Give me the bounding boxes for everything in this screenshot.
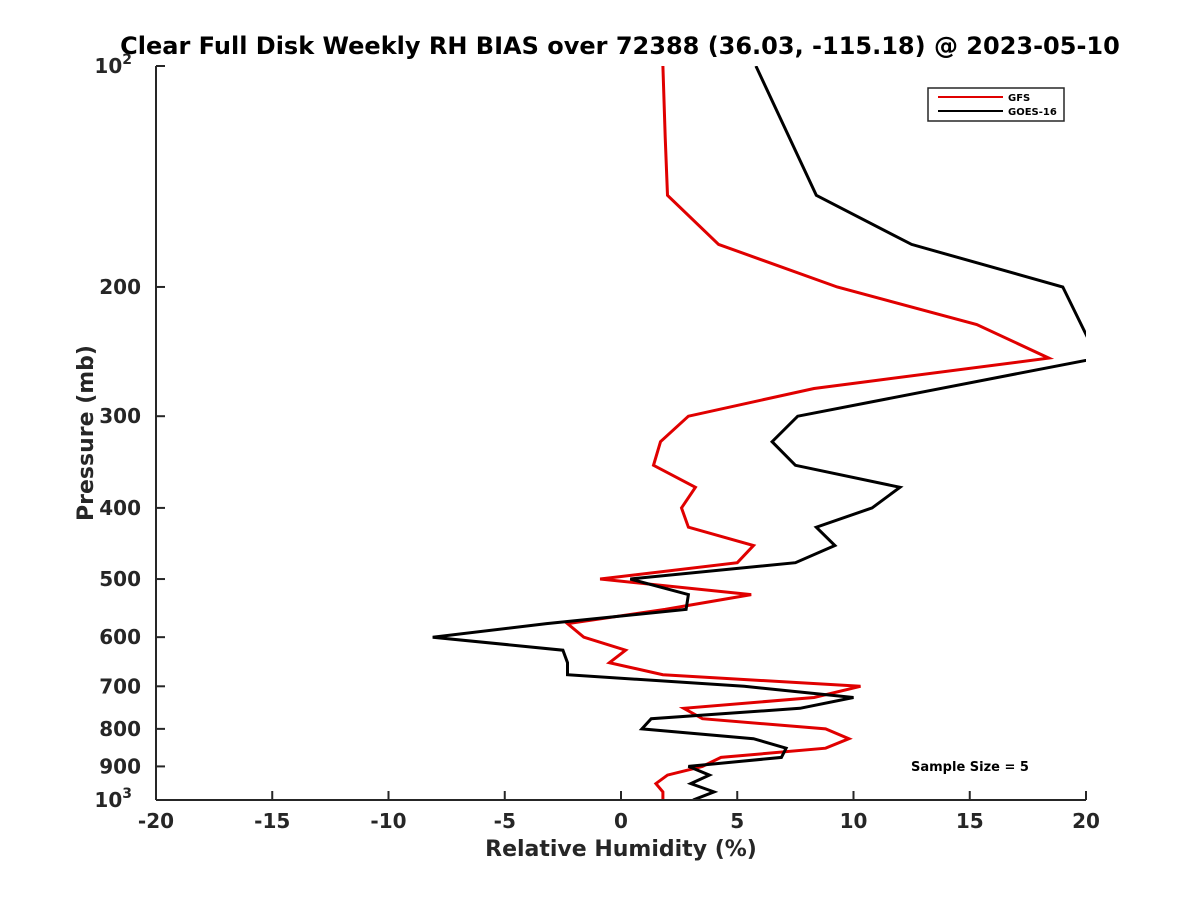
series-line-goes16 bbox=[432, 66, 1086, 800]
y-tick-label: 103 bbox=[94, 786, 132, 812]
x-axis-label: Relative Humidity (%) bbox=[485, 837, 757, 862]
x-tick-label: -10 bbox=[370, 809, 406, 833]
y-tick-label: 200 bbox=[99, 275, 141, 299]
x-axis-ticks: -20 -15 -10 -5 0 5 10 15 20 bbox=[138, 791, 1100, 833]
series-line-gfs bbox=[563, 66, 1055, 800]
x-tick-label: 20 bbox=[1072, 809, 1100, 833]
x-tick-label: 0 bbox=[614, 809, 628, 833]
y-axis-label: Pressure (mb) bbox=[74, 345, 99, 521]
y-tick-label: 600 bbox=[99, 625, 141, 649]
y-tick-label: 400 bbox=[99, 496, 141, 520]
legend-label-gfs: GFS bbox=[1008, 93, 1030, 104]
x-tick-label: -15 bbox=[254, 809, 290, 833]
legend-box bbox=[927, 87, 1065, 122]
y-tick-label: 800 bbox=[99, 717, 141, 741]
y-axis-ticks: 102 200 300 400 500 600 700 800 900 103 bbox=[94, 52, 165, 812]
x-tick-label: -20 bbox=[138, 809, 174, 833]
x-tick-label: -5 bbox=[494, 809, 516, 833]
legend-label-goes16: GOES-16 bbox=[1008, 107, 1057, 118]
y-tick-label: 900 bbox=[99, 754, 141, 778]
y-tick-label: 300 bbox=[99, 404, 141, 428]
chart-title: Clear Full Disk Weekly RH BIAS over 7238… bbox=[120, 32, 1120, 60]
y-tick-label: 500 bbox=[99, 567, 141, 591]
legend: GFS GOES-16 bbox=[927, 87, 1065, 122]
sample-size-annotation: Sample Size = 5 bbox=[911, 760, 1029, 775]
x-tick-label: 5 bbox=[730, 809, 744, 833]
series-lines bbox=[432, 66, 1086, 800]
y-tick-label: 102 bbox=[94, 52, 132, 78]
y-tick-label: 700 bbox=[99, 674, 141, 698]
x-tick-label: 15 bbox=[956, 809, 984, 833]
x-tick-label: 10 bbox=[840, 809, 868, 833]
